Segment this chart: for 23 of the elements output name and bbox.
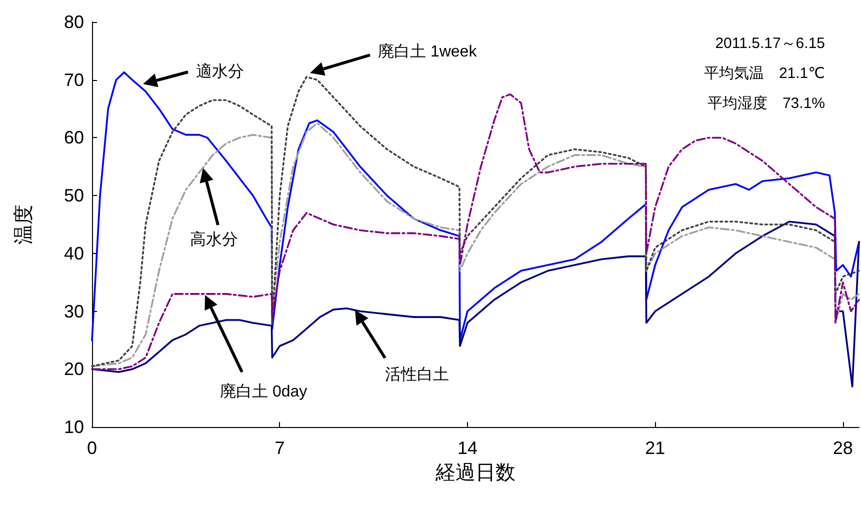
annotation: 平均湿度 73.1%	[707, 95, 826, 112]
y-tick-label: 80	[64, 12, 84, 32]
x-tick-label: 21	[645, 438, 666, 458]
y-tick-label: 20	[64, 359, 84, 380]
y-axis-title: 温度	[13, 204, 35, 244]
y-tick-label: 60	[64, 128, 84, 148]
y-tick-label: 10	[64, 417, 84, 437]
series-label: 活性白土	[385, 366, 449, 384]
x-tick-label: 14	[457, 438, 478, 458]
text: 適水分	[196, 62, 244, 80]
annotation: 2011.5.17～6.15	[715, 35, 825, 52]
y-tick-label: 70	[64, 70, 84, 90]
series-label: 高水分	[190, 230, 238, 248]
x-tick-label: 7	[274, 438, 285, 458]
text: 廃白土 0day	[220, 382, 308, 400]
y-tick-label: 40	[64, 243, 84, 264]
x-axis-title: 経過日数	[434, 462, 516, 484]
y-tick-label: 30	[64, 301, 84, 322]
annotation: 平均気温 21.1℃	[704, 65, 826, 82]
text: 廃白土 1week	[378, 42, 478, 60]
x-tick-label: 28	[832, 438, 853, 458]
y-tick-label: 50	[64, 186, 84, 206]
x-tick-label: 0	[86, 438, 98, 458]
